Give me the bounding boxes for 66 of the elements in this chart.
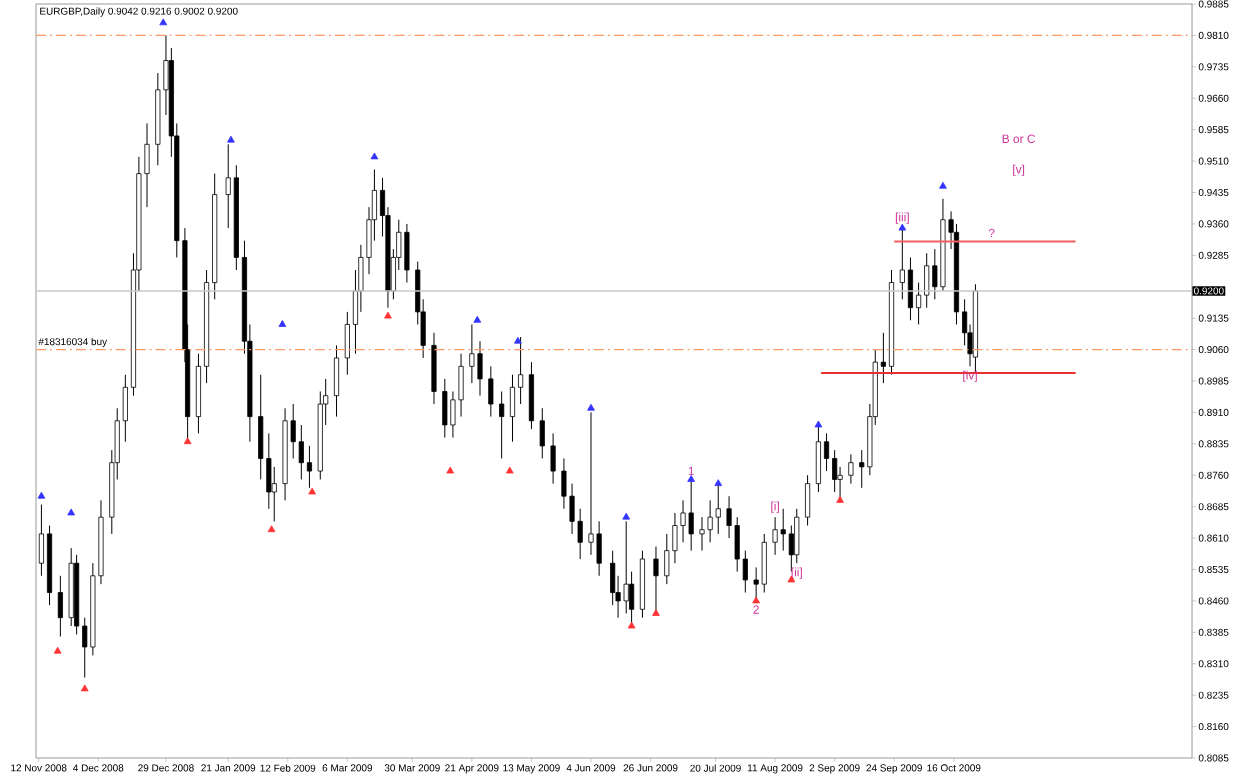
candlestick (333, 344, 340, 418)
point (714, 479, 723, 487)
candlestick (442, 378, 448, 439)
point (267, 525, 276, 533)
point (227, 135, 235, 143)
point (505, 466, 514, 474)
point (37, 491, 46, 499)
point (278, 320, 287, 327)
point (183, 437, 192, 445)
candlestick (832, 449, 838, 493)
candlestick (688, 478, 694, 552)
candlestick (431, 332, 437, 405)
candlestick (57, 575, 63, 638)
point (80, 684, 89, 692)
candlestick (924, 252, 930, 309)
candlestick (707, 499, 713, 543)
candlestick (815, 424, 821, 493)
point (687, 475, 696, 482)
candlestick (588, 411, 594, 556)
candlestick (761, 533, 767, 594)
point (836, 496, 844, 503)
candlestick (664, 533, 670, 585)
candlestick (477, 340, 483, 397)
candlestick (837, 466, 843, 501)
point (939, 181, 947, 189)
candlestick (306, 445, 312, 489)
point (627, 621, 636, 629)
candlestick (458, 353, 464, 418)
point (514, 336, 522, 344)
candlestick (699, 516, 705, 552)
candlestick (680, 499, 686, 543)
point (473, 315, 482, 323)
point (652, 609, 660, 616)
point (587, 403, 595, 411)
candlestick (848, 453, 854, 485)
point (308, 487, 316, 495)
candlestick (404, 223, 410, 284)
point (446, 466, 455, 474)
candlestick (899, 227, 905, 300)
candlestick (298, 424, 304, 480)
candlestick (653, 545, 659, 614)
point (622, 512, 631, 520)
point (814, 420, 823, 428)
point (384, 311, 392, 319)
point (53, 646, 62, 654)
candlestick (499, 390, 505, 459)
point (752, 596, 760, 604)
candlestick (271, 466, 277, 522)
point (67, 508, 76, 516)
candlestick (907, 256, 914, 321)
candlestick (488, 365, 494, 418)
candlestick (794, 508, 800, 564)
candlestick (734, 516, 740, 573)
point (370, 152, 379, 160)
candlestick (596, 520, 602, 577)
candlestick (528, 361, 534, 430)
candlestick (509, 374, 516, 443)
candlestick (805, 474, 811, 527)
candlestick (550, 432, 556, 485)
candlestick (623, 520, 629, 614)
candlestick (715, 483, 721, 535)
candlestick (539, 407, 545, 459)
candlestick (469, 323, 475, 384)
candlestick (772, 516, 778, 556)
point (159, 18, 168, 26)
candlestick (780, 508, 786, 552)
